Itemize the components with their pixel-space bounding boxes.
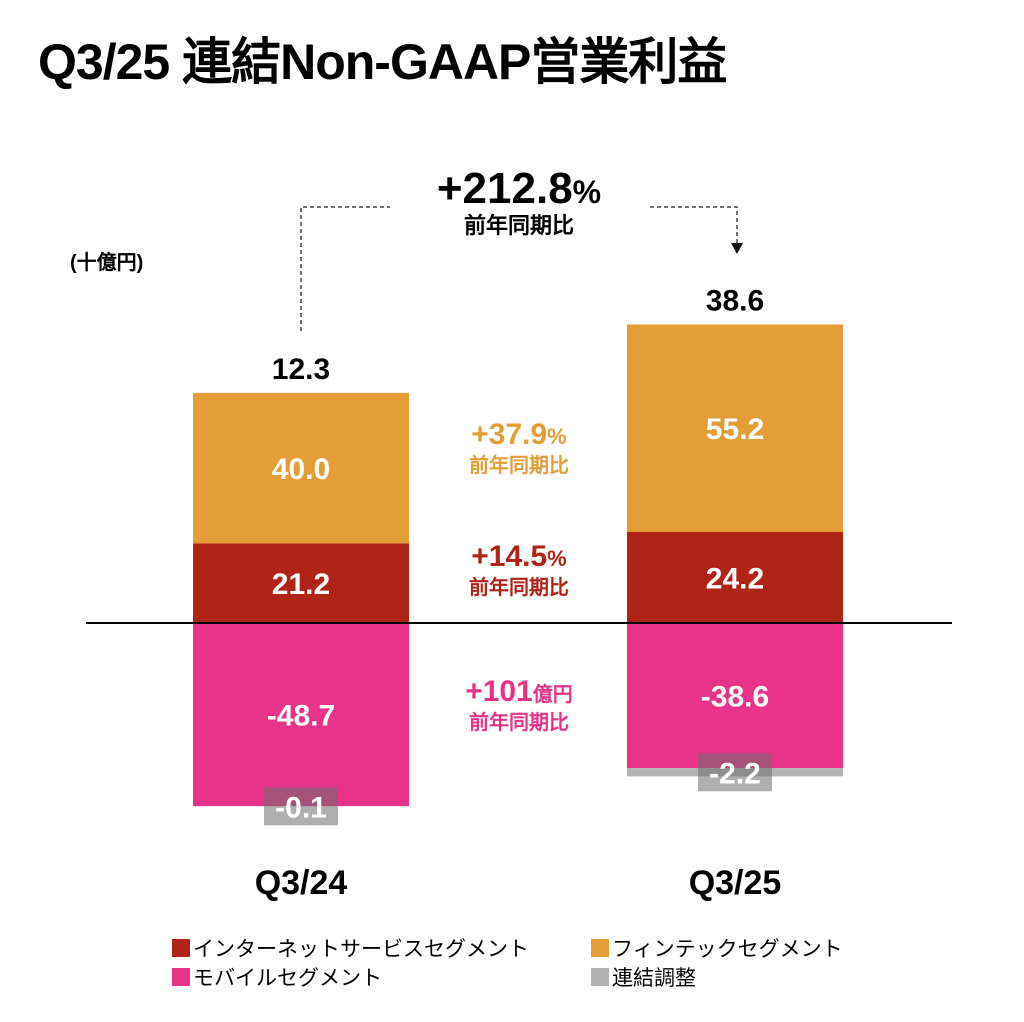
total-growth-sub: 前年同期比 [464, 213, 574, 238]
legend-swatch-fintech [591, 939, 609, 957]
mobile-growth-sub: 前年同期比 [469, 710, 569, 734]
unit-label: (十億円) [70, 252, 144, 274]
total-growth-value: +212.8% [437, 164, 601, 213]
category-label: Q3/25 [689, 864, 782, 902]
bar-internet-Q3/25 [627, 532, 843, 623]
arrow-down-icon [731, 243, 743, 254]
value-label-adjustment: -2.2 [709, 757, 761, 790]
bar-internet-Q3/24 [193, 543, 409, 623]
bar-mobile-Q3/25 [627, 623, 843, 769]
bar-fintech-Q3/24 [193, 392, 409, 544]
legend-label: フィンテックセグメント [612, 938, 843, 961]
bar-fintech-Q3/25 [627, 324, 843, 533]
total-label: 38.6 [706, 284, 764, 317]
legend-swatch-internet [172, 939, 190, 957]
value-label-internet: 24.2 [706, 563, 764, 596]
value-label-fintech: 55.2 [706, 413, 764, 446]
legend-item-adjustment: 連結調整 [591, 962, 696, 992]
legend-label: 連結調整 [612, 967, 696, 990]
adjustment-label-box [264, 787, 338, 826]
legend-item-fintech: フィンテックセグメント [591, 933, 843, 963]
value-label-fintech: 40.0 [272, 453, 330, 486]
internet-growth-value: +14.5% [471, 540, 566, 573]
legend-item-mobile: モバイルセグメント [172, 962, 382, 992]
growth-connector-left [300, 206, 390, 331]
value-label-internet: 21.2 [272, 568, 330, 601]
legend-item-internet: インターネットサービスセグメント [172, 933, 529, 963]
internet-growth-sub: 前年同期比 [469, 575, 569, 599]
total-label: 12.3 [272, 353, 330, 386]
value-label-mobile: -38.6 [701, 681, 769, 714]
legend-swatch-adjustment [591, 968, 609, 986]
fintech-growth-sub: 前年同期比 [469, 453, 569, 477]
value-label-mobile: -48.7 [267, 700, 335, 733]
category-label: Q3/24 [255, 864, 348, 902]
value-label-adjustment: -0.1 [275, 791, 327, 824]
bar-mobile-Q3/24 [193, 623, 409, 807]
mobile-growth-value: +101億円 [465, 675, 573, 708]
page-title: Q3/25 連結Non-GAAP営業利益 [38, 34, 727, 90]
fintech-growth-value: +37.9% [471, 418, 566, 451]
growth-connector-right [650, 206, 738, 243]
legend-label: モバイルセグメント [193, 967, 382, 990]
legend-label: インターネットサービスセグメント [193, 938, 529, 961]
adjustment-label-box [698, 753, 772, 792]
legend-swatch-mobile [172, 968, 190, 986]
